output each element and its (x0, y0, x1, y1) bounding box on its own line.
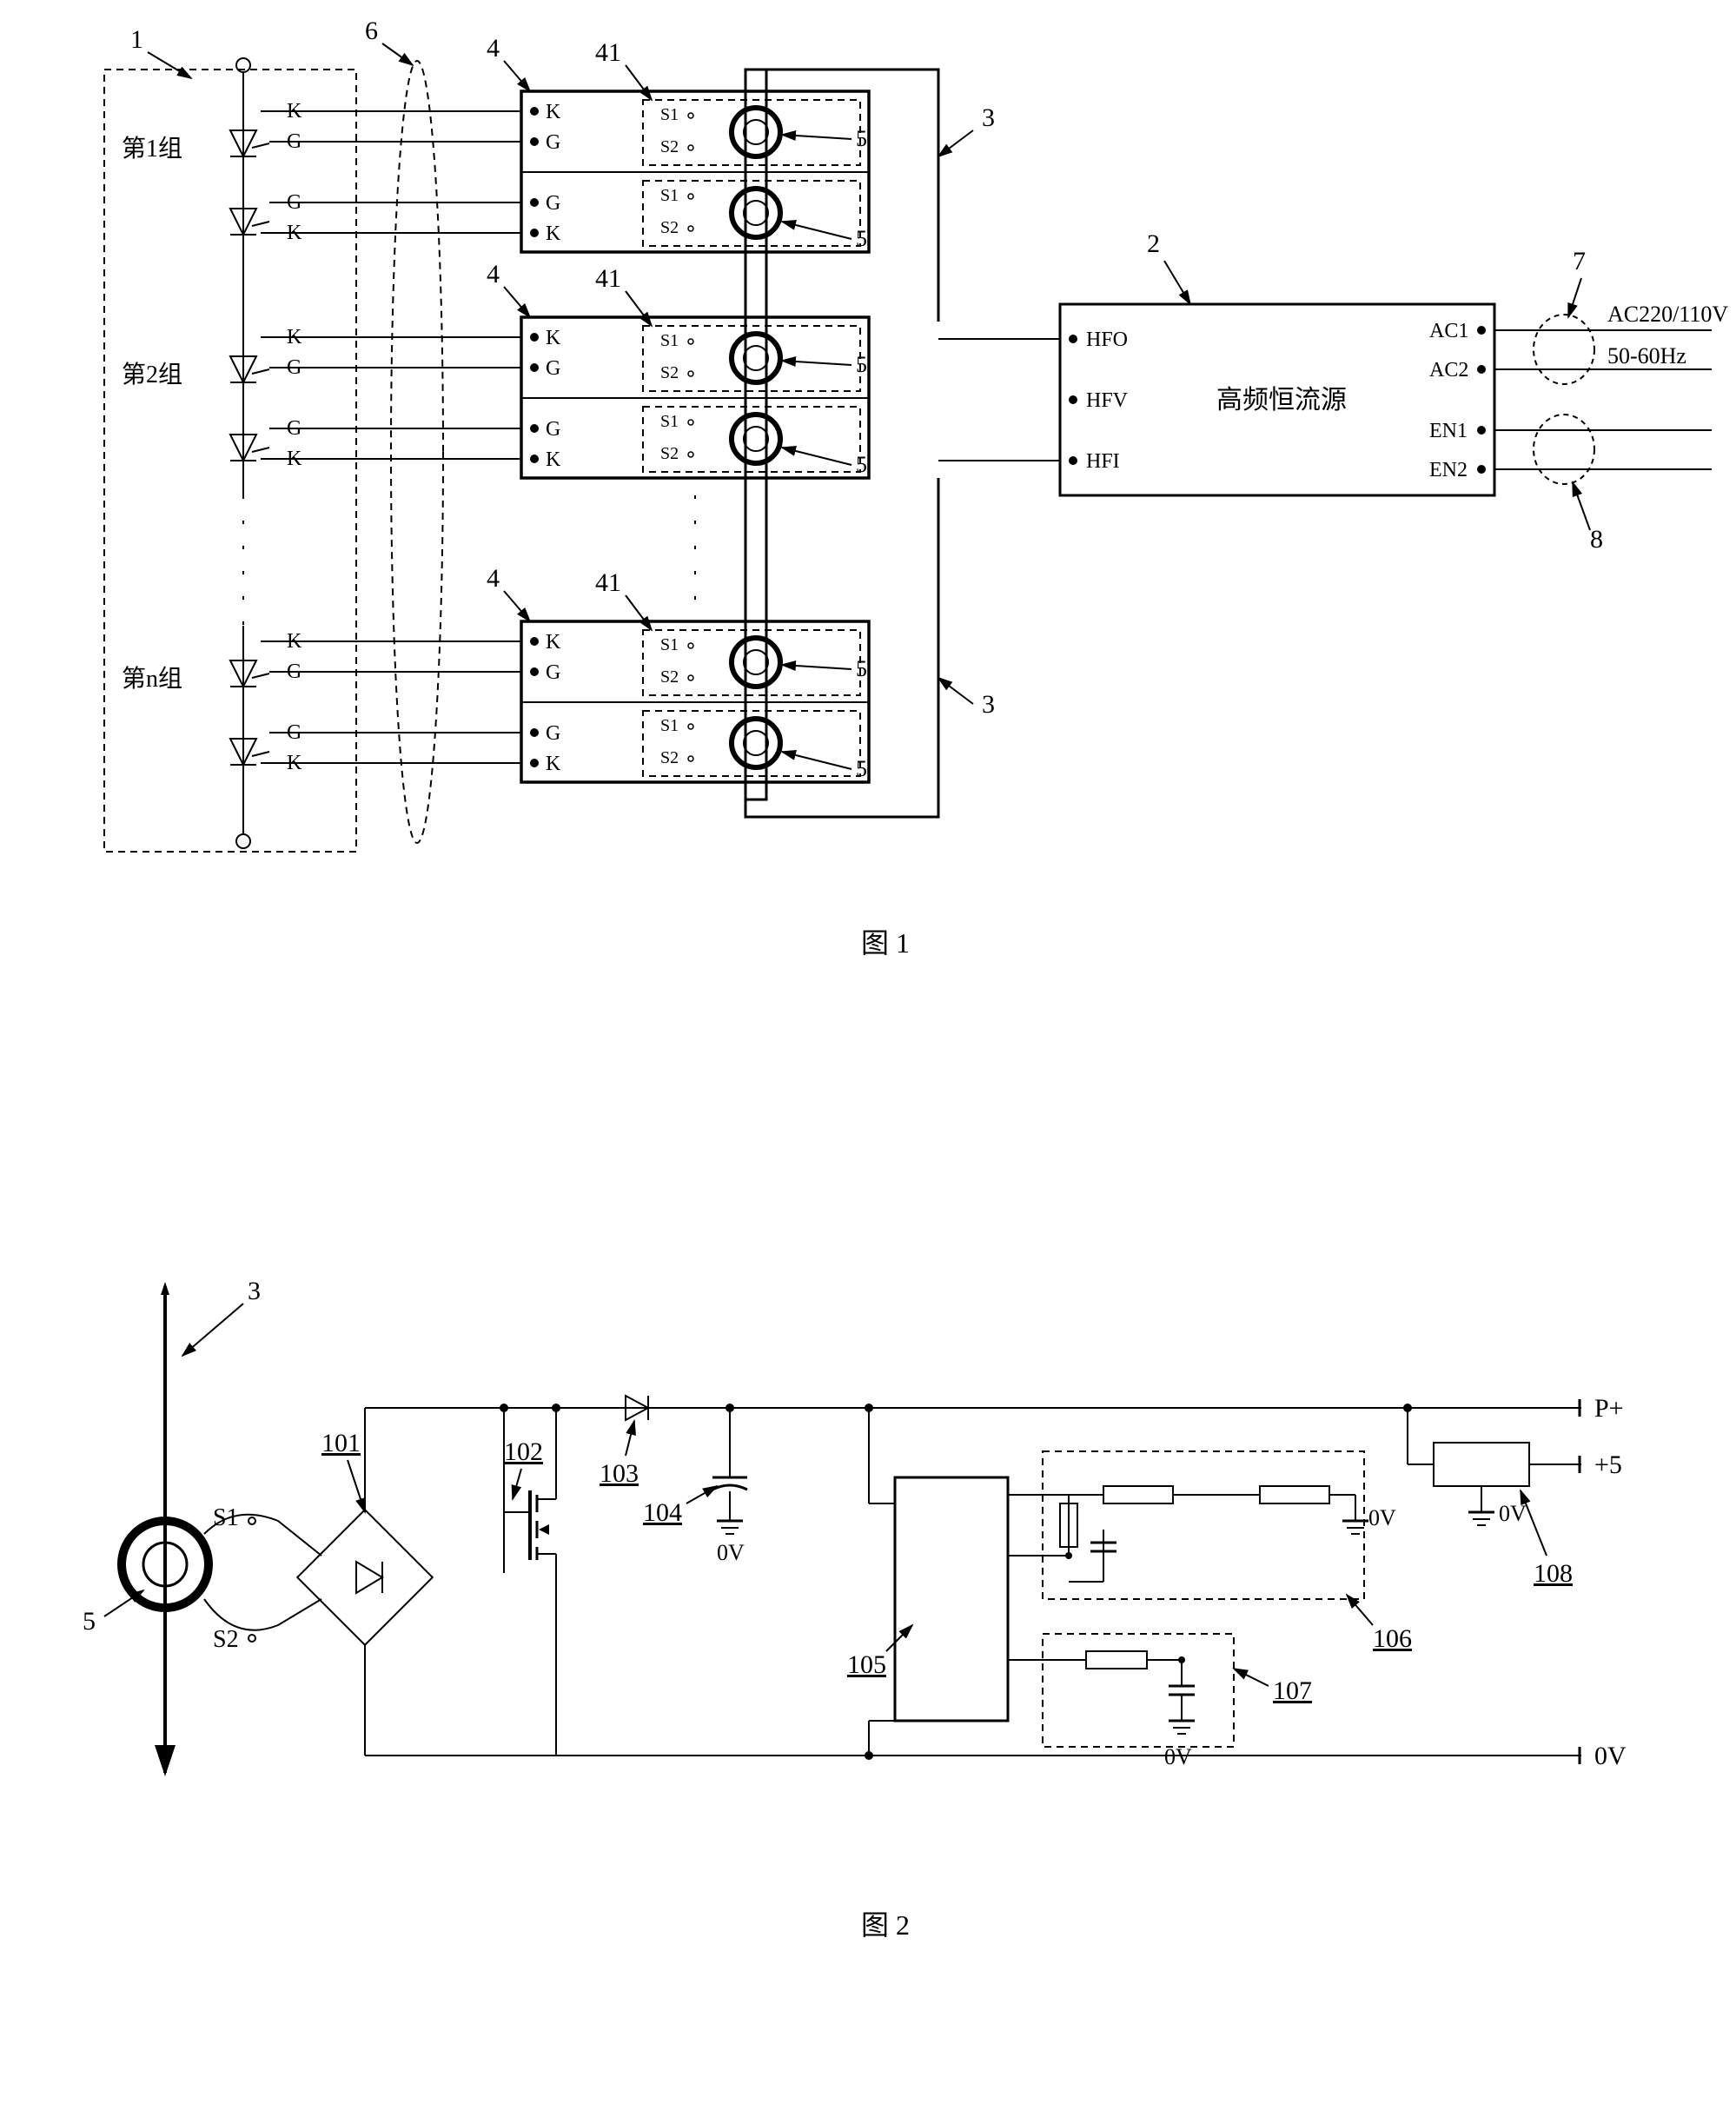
callout-1: 1 (130, 25, 143, 54)
f2-S1: S1 (213, 1504, 239, 1531)
f2-callout-105: 105 (847, 1650, 886, 1679)
mb1-S1b: S1 (660, 186, 679, 205)
ac-label1: AC220/110V (1607, 302, 1728, 327)
f2-callout-103: 103 (600, 1459, 639, 1488)
group-1: 第1组 K G G K (122, 96, 521, 269)
group-n: 第n组 K G G K K G G K S1 S2 S1 S2 (122, 564, 869, 800)
svg-text:S1: S1 (660, 412, 679, 431)
f2-plus5: +5 (1594, 1450, 1622, 1479)
svg-text:K: K (546, 753, 561, 775)
svg-text:5: 5 (856, 656, 867, 681)
f2-callout-104: 104 (643, 1498, 682, 1527)
svg-text:K: K (546, 448, 561, 471)
svg-text:S2: S2 (660, 667, 679, 687)
svg-text:G: G (546, 357, 560, 380)
f2-0V-106: 0V (1368, 1505, 1396, 1530)
mb1-S1t: S1 (660, 105, 679, 124)
f2-0V-108: 0V (1499, 1501, 1527, 1526)
ac-label2: 50-60Hz (1607, 343, 1686, 368)
callout-8: 8 (1590, 525, 1603, 554)
f2-callout-102: 102 (504, 1437, 543, 1466)
hfv: HFV (1086, 389, 1129, 412)
hfo: HFO (1086, 329, 1128, 351)
fig1-caption: 图 1 (17, 921, 1736, 961)
svg-text:S1: S1 (660, 716, 679, 735)
callout-3-a: 3 (982, 103, 995, 132)
svg-text:G: G (546, 418, 560, 441)
en1: EN1 (1429, 420, 1468, 442)
f2-callout-5: 5 (83, 1607, 96, 1636)
svg-text:S1: S1 (660, 331, 679, 350)
svg-text:4: 4 (487, 260, 500, 289)
source-title: 高频恒流源 (1216, 386, 1347, 415)
svg-text:5: 5 (856, 352, 867, 377)
svg-text:S2: S2 (660, 444, 679, 463)
hfi: HFI (1086, 450, 1120, 473)
figure-2: 3 5 S1 S2 101 102 (17, 1234, 1736, 1842)
ac2: AC2 (1429, 359, 1468, 382)
block-108 (1434, 1443, 1529, 1486)
en2: EN2 (1429, 459, 1468, 481)
mb1-K1: K (546, 101, 561, 123)
group-1-label: 第1组 (122, 135, 182, 163)
f2-callout-106: 106 (1373, 1624, 1412, 1653)
svg-text:4: 4 (487, 564, 500, 593)
page-container: 1 第1组 K G G K K G (17, 17, 1736, 2107)
svg-text:S2: S2 (660, 748, 679, 767)
svg-text:G: G (546, 722, 560, 745)
block-105 (895, 1477, 1008, 1721)
group-2-label: 第2组 (122, 361, 182, 388)
group-2: 第2组 K G G K K G G K S1 S2 S1 S2 (122, 260, 869, 495)
callout-41-a: 41 (595, 38, 621, 67)
callout-7: 7 (1573, 247, 1586, 275)
f2-callout-108: 108 (1534, 1559, 1573, 1588)
svg-text:G: G (546, 661, 560, 684)
fig2-caption: 图 2 (17, 1903, 1736, 1943)
f2-S2: S2 (213, 1626, 239, 1653)
svg-text:S1: S1 (660, 635, 679, 654)
f2-callout-101: 101 (321, 1429, 361, 1457)
f2-0Vout: 0V (1594, 1742, 1627, 1770)
mb1-S2b: S2 (660, 218, 679, 237)
callout-2: 2 (1147, 229, 1160, 258)
f2-Pplus: P+ (1594, 1394, 1624, 1423)
callout-5-1a: 5 (856, 126, 867, 151)
svg-text:K: K (546, 631, 561, 654)
mb1-S2t: S2 (660, 137, 679, 156)
mb1-G2: G (546, 192, 560, 215)
callout-6: 6 (365, 17, 378, 45)
svg-text:41: 41 (595, 264, 621, 293)
svg-text:K: K (546, 327, 561, 349)
callout-5-1b: 5 (856, 226, 867, 251)
mb1-G1: G (546, 131, 560, 154)
middle-block-1: K G G K S1 S2 S1 S2 (521, 91, 869, 252)
callout-4-a: 4 (487, 34, 500, 63)
svg-text:S2: S2 (660, 363, 679, 382)
f2-0V-104: 0V (717, 1540, 745, 1565)
f2-callout-3: 3 (248, 1277, 261, 1305)
f2-callout-107: 107 (1273, 1676, 1312, 1705)
ac1: AC1 (1429, 320, 1468, 342)
group-n-label: 第n组 (122, 665, 182, 693)
mb1-K2: K (546, 222, 561, 245)
figure-1: 1 第1组 K G G K K G (17, 17, 1736, 930)
callout-3-b: 3 (982, 690, 995, 719)
svg-text:5: 5 (856, 452, 867, 477)
svg-text:5: 5 (856, 756, 867, 781)
svg-text:41: 41 (595, 568, 621, 597)
f2-0V-107: 0V (1164, 1744, 1192, 1769)
